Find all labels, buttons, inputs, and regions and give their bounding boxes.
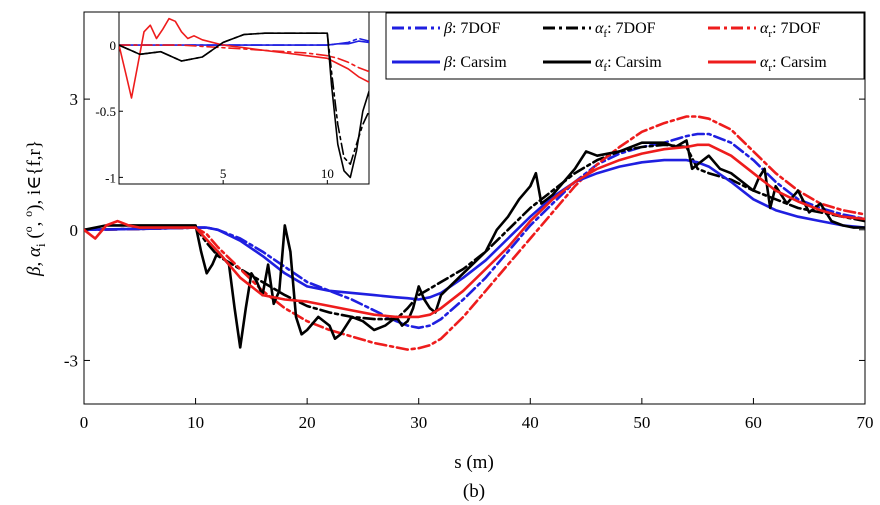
legend: β: 7DOF αf: 7DOF αr: 7DOF β: Carsim αf: … <box>385 12 865 80</box>
x-tick-label-60: 60 <box>745 413 762 432</box>
inset-series-group <box>119 17 369 179</box>
x-tick-label-40: 40 <box>522 413 539 432</box>
inset-y-tick-label-0: 0 <box>110 38 117 53</box>
y-tick-label-3: -3 <box>64 351 78 370</box>
x-tick-label-30: 30 <box>410 413 427 432</box>
y-axis-label: β, αi (o, o), i∈{f,r} <box>21 140 48 277</box>
figure-caption: (b) <box>463 481 485 502</box>
main-series-group <box>84 115 865 351</box>
inset-x-ticks: 5 10 <box>220 166 334 184</box>
legend-alpha-r-7dof: αr: 7DOF <box>760 20 821 40</box>
inset-y-tick-label-0-5: -0.5 <box>95 104 116 119</box>
series-alpha-f-7dof <box>84 143 865 321</box>
x-axis-label: s (m) <box>454 452 494 473</box>
legend-beta-7dof: β: 7DOF <box>443 20 501 37</box>
legend-box <box>385 12 865 80</box>
series-beta-carsim <box>84 158 865 301</box>
inset-x-tick-label-5: 5 <box>220 166 227 181</box>
series-alpha-r-7dof <box>119 44 369 73</box>
inset-axes: 5 10 0 -0.5 -1 <box>95 11 370 185</box>
series-beta-7dof <box>84 132 865 330</box>
legend-alpha-f-carsim: αf: Carsim <box>595 54 662 74</box>
x-tick-label-70: 70 <box>857 413 874 432</box>
inset-y-tick-label-1: -1 <box>105 170 116 185</box>
x-tick-label-20: 20 <box>299 413 316 432</box>
inset-x-tick-label-10: 10 <box>321 166 334 181</box>
series-beta-carsim <box>119 40 369 46</box>
series-alpha-r-carsim <box>84 143 865 319</box>
x-tick-label-0: 0 <box>80 413 89 432</box>
inset-y-ticks: 0 -0.5 -1 <box>95 38 123 185</box>
legend-alpha-f-7dof: αf: 7DOF <box>595 20 656 40</box>
y-tick-label-0: 0 <box>70 221 79 240</box>
x-tick-label-50: 50 <box>633 413 650 432</box>
x-tick-label-10: 10 <box>187 413 204 432</box>
y-ticks: -3 0 3 <box>64 90 865 370</box>
y-tick-label-3: 3 <box>70 90 79 109</box>
series-alpha-f-carsim <box>119 32 369 179</box>
legend-beta-carsim: β: Carsim <box>443 54 507 71</box>
legend-alpha-r-carsim: αr: Carsim <box>760 54 827 74</box>
series-alpha-f-carsim <box>84 139 865 349</box>
